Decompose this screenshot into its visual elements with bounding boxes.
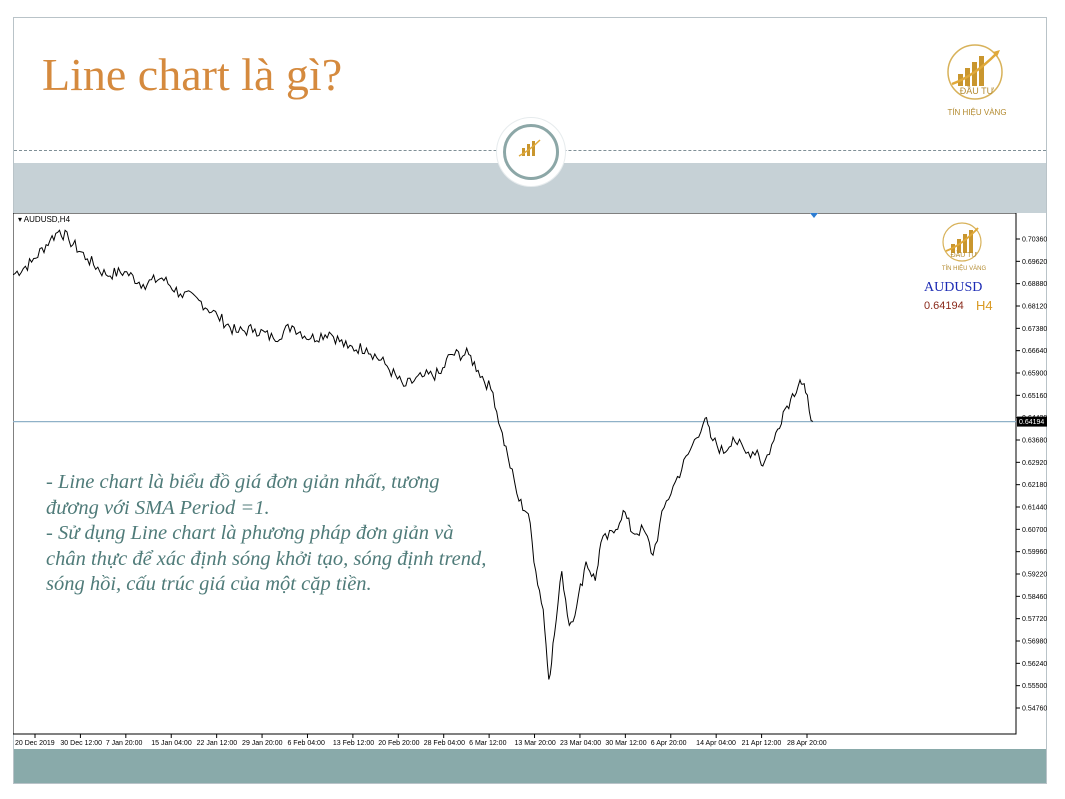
description-text: - Line chart là biểu đồ giá đơn giản nhấ… [46, 470, 491, 598]
period-separator-marker [810, 213, 818, 218]
chart-logo-line1: ĐẦU TƯ [950, 252, 978, 259]
y-tick-label: 0.54760 [1022, 706, 1047, 713]
x-tick-label: 30 Mar 12:00 [605, 740, 646, 747]
x-tick-label: 13 Feb 12:00 [333, 740, 374, 747]
y-tick-label: 0.69620 [1022, 259, 1047, 266]
y-tick-label: 0.62180 [1022, 482, 1047, 489]
y-tick-label: 0.68120 [1022, 304, 1047, 311]
x-tick-label: 23 Mar 04:00 [560, 740, 601, 747]
footer-band [14, 749, 1046, 783]
x-tick-label: 13 Mar 20:00 [515, 740, 556, 747]
x-tick-label: 20 Dec 2019 [15, 740, 55, 747]
x-tick-label: 6 Apr 20:00 [651, 740, 687, 747]
x-tick-label: 29 Jan 20:00 [242, 740, 283, 747]
y-tick-label: 0.57720 [1022, 616, 1047, 623]
y-tick-label: 0.67380 [1022, 326, 1047, 333]
brand-logo-icon [947, 44, 1003, 100]
slide-title: Line chart là gì? [42, 49, 343, 100]
y-tick-label: 0.61440 [1022, 505, 1047, 512]
x-tick-label: 22 Jan 12:00 [197, 740, 238, 747]
price-series-line [13, 229, 814, 680]
y-tick-label: 0.65160 [1022, 393, 1047, 400]
x-tick-label: 28 Apr 20:00 [787, 740, 827, 747]
y-tick-label: 0.66640 [1022, 348, 1047, 355]
current-price-tag-label: 0.64194 [1019, 419, 1044, 426]
description-line-2: - Sử dụng Line chart là phương pháp đơn … [46, 522, 487, 595]
chart-symbol-label: AUDUSD [924, 280, 983, 295]
y-tick-label: 0.56980 [1022, 639, 1047, 646]
y-tick-label: 0.60700 [1022, 527, 1047, 534]
x-tick-label: 30 Dec 12:00 [60, 740, 102, 747]
y-tick-label: 0.62920 [1022, 460, 1047, 467]
x-tick-label: 20 Feb 20:00 [378, 740, 419, 747]
description-line-1: - Line chart là biểu đồ giá đơn giản nhấ… [46, 471, 440, 519]
brand-logo: ĐẦU TƯ TÍN HIỆU VÀNG [922, 40, 1032, 120]
chart-logo-line2: TÍN HIỆU VÀNG [941, 266, 987, 272]
chart-logo-icon [942, 222, 982, 262]
medallion-ring [503, 124, 559, 180]
chart-symbol-header: ▾ AUDUSD,H4 [18, 215, 71, 224]
center-medallion [497, 118, 565, 186]
y-tick-label: 0.58460 [1022, 594, 1047, 601]
current-price-tag [1017, 416, 1047, 427]
x-tick-label: 21 Apr 12:00 [742, 740, 782, 747]
plot-area [13, 213, 1017, 735]
x-tick-label: 15 Jan 04:00 [151, 740, 192, 747]
x-tick-label: 6 Feb 04:00 [287, 740, 324, 747]
medallion-logo-icon [518, 139, 541, 157]
brand-logo-line1: ĐẦU TƯ [959, 86, 995, 96]
y-tick-label: 0.59960 [1022, 549, 1047, 556]
line-chart: 0.70360 0.69620 0.68880 0.68120 0.67380 0.666… [13, 213, 1047, 747]
chart-header-label: AUDUSD,H4 [23, 215, 71, 224]
y-tick-label: 0.63680 [1022, 438, 1047, 445]
y-tick-label: 0.56240 [1022, 661, 1047, 668]
x-tick-label: 6 Mar 12:00 [469, 740, 506, 747]
y-tick-label: 0.65900 [1022, 371, 1047, 378]
x-tick-label: 7 Jan 20:00 [106, 740, 143, 747]
brand-logo-line2: TÍN HIỆU VÀNG [947, 108, 1007, 117]
x-tick-label: 14 Apr 04:00 [696, 740, 736, 747]
x-tick-label: 28 Feb 04:00 [424, 740, 465, 747]
y-tick-label: 0.70360 [1022, 237, 1047, 244]
y-tick-label: 0.59220 [1022, 572, 1047, 579]
y-tick-label: 0.55500 [1022, 683, 1047, 690]
chart-timeframe: H4 [976, 298, 993, 313]
chart-current-price: 0.64194 [924, 300, 964, 312]
y-tick-label: 0.68880 [1022, 281, 1047, 288]
chart-logo: ĐẦU TƯ TÍN HIỆU VÀNG [924, 220, 1004, 280]
